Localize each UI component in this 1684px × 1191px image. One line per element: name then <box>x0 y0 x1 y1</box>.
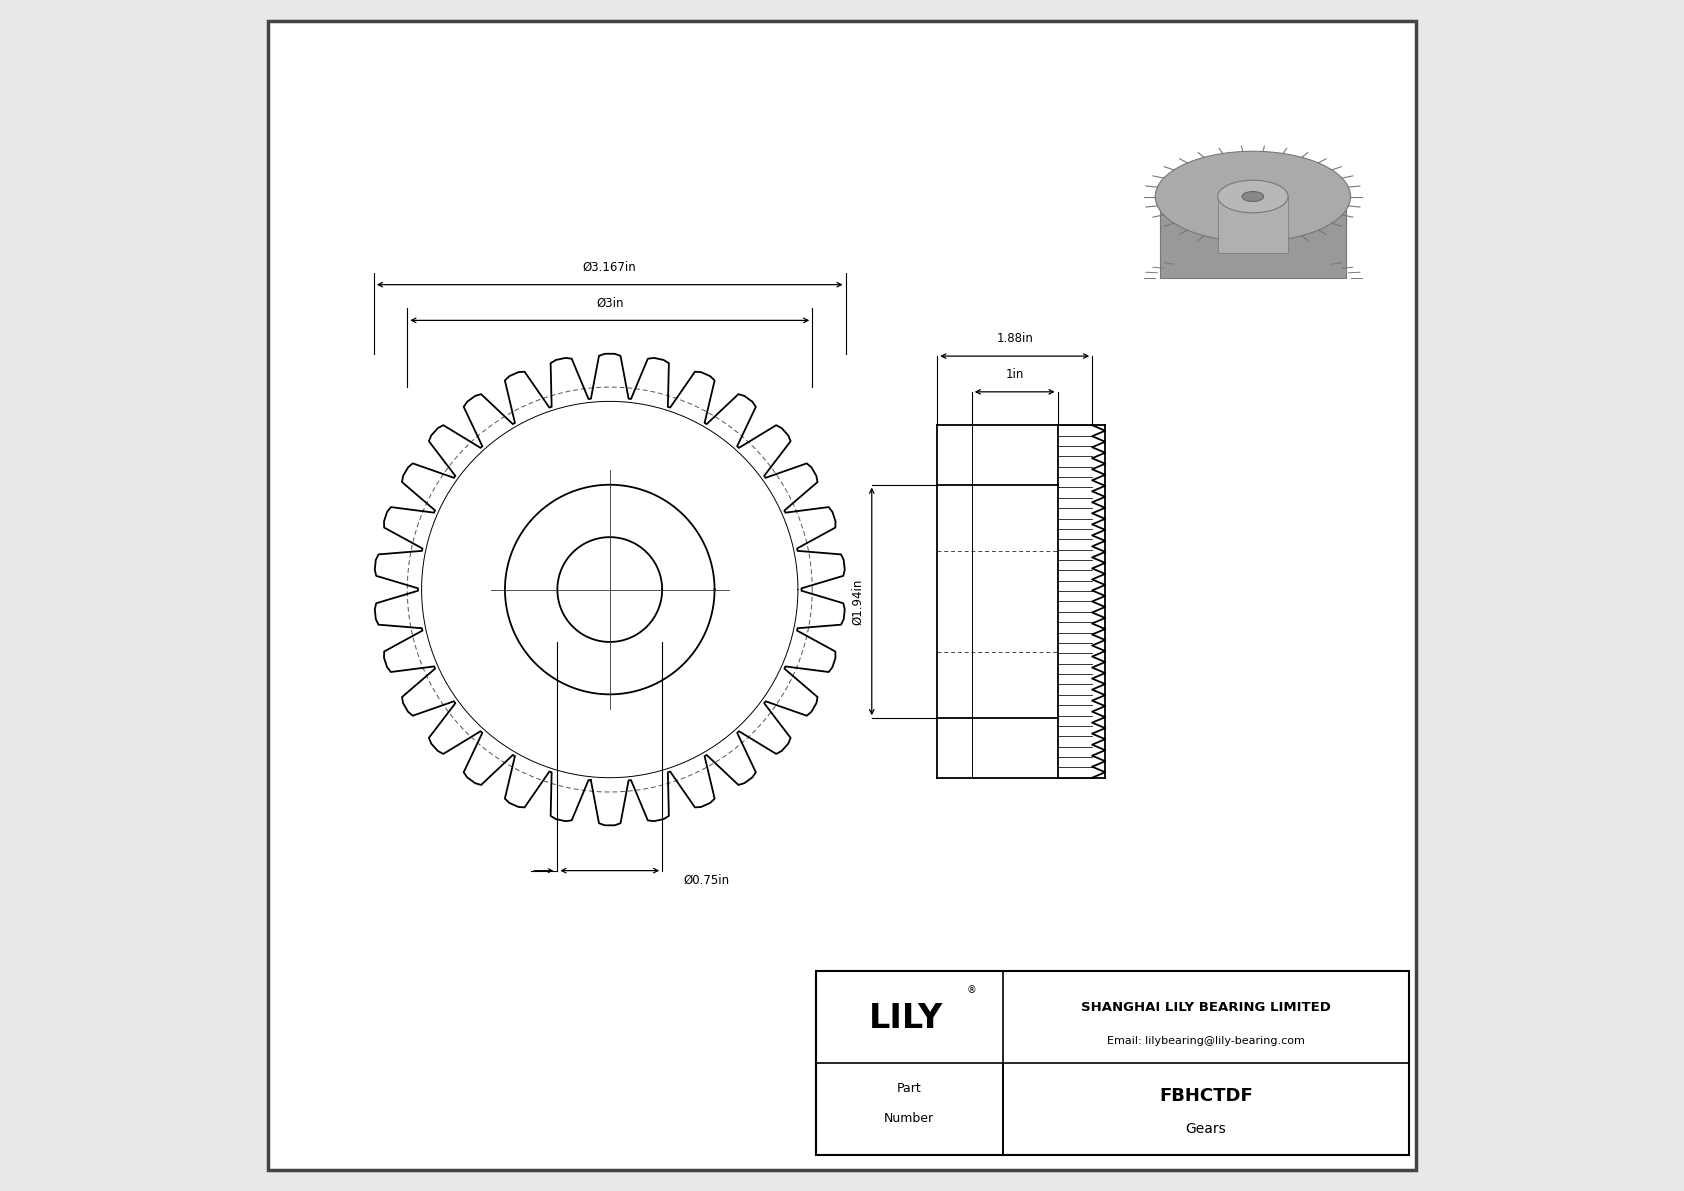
Text: LILY: LILY <box>869 1002 943 1035</box>
Ellipse shape <box>1218 180 1288 213</box>
Polygon shape <box>1160 194 1346 278</box>
Ellipse shape <box>1155 151 1351 242</box>
Bar <box>815 971 1410 1155</box>
Text: Ø3in: Ø3in <box>596 297 623 310</box>
Text: Number: Number <box>884 1112 935 1124</box>
Polygon shape <box>1218 197 1288 254</box>
Text: Ø1.94in: Ø1.94in <box>850 579 864 624</box>
Text: SHANGHAI LILY BEARING LIMITED: SHANGHAI LILY BEARING LIMITED <box>1081 1002 1330 1014</box>
Text: Ø3.167in: Ø3.167in <box>583 261 637 274</box>
Text: 1in: 1in <box>1005 368 1024 381</box>
Text: Ø0.75in: Ø0.75in <box>684 874 729 886</box>
Text: FBHCTDF: FBHCTDF <box>1159 1087 1253 1105</box>
Text: Email: lilybearing@lily-bearing.com: Email: lilybearing@lily-bearing.com <box>1106 1036 1305 1046</box>
Text: Gears: Gears <box>1186 1122 1226 1136</box>
Text: Part: Part <box>898 1083 921 1096</box>
Text: 1.88in: 1.88in <box>997 332 1032 345</box>
Text: ®: ® <box>967 985 977 994</box>
Ellipse shape <box>1243 192 1263 201</box>
